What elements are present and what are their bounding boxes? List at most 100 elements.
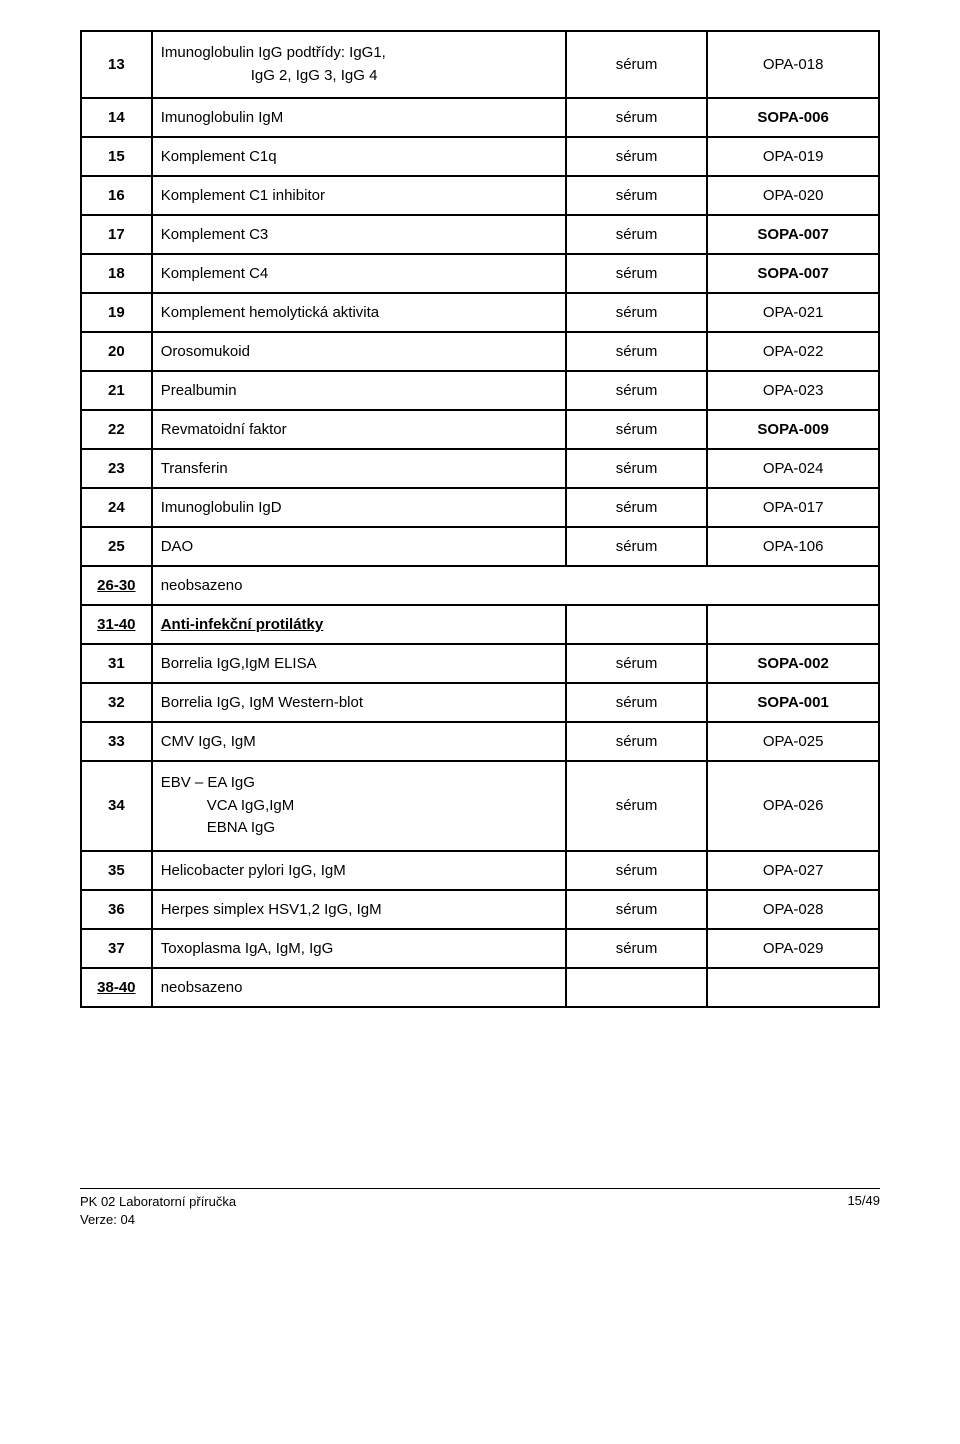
row-number: 32 [108, 694, 125, 711]
row-name-cell: Imunoglobulin IgD [152, 488, 566, 527]
row-sample-cell: sérum [566, 98, 707, 137]
row-name-cell: Komplement C3 [152, 215, 566, 254]
row-code: OPA-018 [763, 56, 824, 73]
row-name: Anti-infekční protilátky [161, 616, 324, 633]
row-code: SOPA-006 [757, 109, 828, 126]
row-name-cell: Komplement C1 inhibitor [152, 176, 566, 215]
row-number-cell: 17 [81, 215, 152, 254]
table-row: 25DAOsérumOPA-106 [81, 527, 879, 566]
row-name: Imunoglobulin IgD [161, 499, 282, 516]
table-row: 14 Imunoglobulin IgM sérum SOPA-006 [81, 98, 879, 137]
row-number: 21 [108, 382, 125, 399]
table-row: 32Borrelia IgG, IgM Western-blotsérumSOP… [81, 683, 879, 722]
row-number-cell: 25 [81, 527, 152, 566]
footer-page-number: 15/49 [847, 1193, 880, 1229]
row-code: OPA-020 [763, 187, 824, 204]
row-sample-cell: sérum [566, 929, 707, 968]
table-row: 21PrealbuminsérumOPA-023 [81, 371, 879, 410]
row-number-cell: 35 [81, 851, 152, 890]
row-number: 14 [108, 109, 125, 126]
row-code-cell [707, 605, 879, 644]
table-row: 13Imunoglobulin IgG podtřídy: IgG1,IgG 2… [81, 31, 879, 98]
row-number-cell: 37 [81, 929, 152, 968]
row-code: OPA-021 [763, 304, 824, 321]
row-number-cell: 16 [81, 176, 152, 215]
row-name-cell: Herpes simplex HSV1,2 IgG, IgM [152, 890, 566, 929]
row-code: OPA-023 [763, 382, 824, 399]
footer-left: PK 02 Laboratorní příručka Verze: 04 [80, 1193, 236, 1229]
row-name-cell: neobsazeno [152, 566, 879, 605]
row-sample-cell: sérum [566, 293, 707, 332]
row-code: OPA-024 [763, 460, 824, 477]
row-code-cell: OPA-018 [707, 31, 879, 98]
row-code: OPA-027 [763, 862, 824, 879]
row-sample-cell: sérum [566, 761, 707, 851]
row-code: OPA-019 [763, 148, 824, 165]
row-number: 15 [108, 148, 125, 165]
row-code: OPA-106 [763, 538, 824, 555]
row-sample-cell: sérum [566, 371, 707, 410]
row-number: 24 [108, 499, 125, 516]
row-sample-cell [566, 968, 707, 1007]
table-row: 17Komplement C3sérumSOPA-007 [81, 215, 879, 254]
row-number: 31 [108, 655, 125, 672]
row-name-cell: Helicobacter pylori IgG, IgM [152, 851, 566, 890]
table-row: 31Borrelia IgG,IgM ELISAsérumSOPA-002 [81, 644, 879, 683]
row-code-cell: OPA-024 [707, 449, 879, 488]
row-sample-cell: sérum [566, 137, 707, 176]
row-number: 22 [108, 421, 125, 438]
table-row: 16Komplement C1 inhibitorsérumOPA-020 [81, 176, 879, 215]
row-number-cell: 20 [81, 332, 152, 371]
row-name: Orosomukoid [161, 343, 250, 360]
row-number: 13 [108, 56, 125, 73]
row-number-cell: 14 [81, 98, 152, 137]
row-code-cell [707, 968, 879, 1007]
row-name-cell: Imunoglobulin IgM [152, 98, 566, 137]
row-code-cell: OPA-022 [707, 332, 879, 371]
row-number: 18 [108, 265, 125, 282]
row-number-cell: 36 [81, 890, 152, 929]
row-code-cell: OPA-017 [707, 488, 879, 527]
row-name: Imunoglobulin IgM [161, 109, 284, 126]
row-name-cell: Borrelia IgG,IgM ELISA [152, 644, 566, 683]
table-row: 33CMV IgG, IgMsérumOPA-025 [81, 722, 879, 761]
row-name: Herpes simplex HSV1,2 IgG, IgM [161, 901, 382, 918]
row-sample-cell: sérum [566, 488, 707, 527]
row-number-cell: 38-40 [81, 968, 152, 1007]
row-number-cell: 15 [81, 137, 152, 176]
row-number: 17 [108, 226, 125, 243]
row-code-cell: OPA-023 [707, 371, 879, 410]
row-number-cell: 26-30 [81, 566, 152, 605]
row-name: neobsazeno [161, 979, 243, 996]
row-number: 23 [108, 460, 125, 477]
row-name-cell: Komplement C4 [152, 254, 566, 293]
row-number-cell: 13 [81, 31, 152, 98]
row-number: 33 [108, 733, 125, 750]
row-number-cell: 24 [81, 488, 152, 527]
row-name: Komplement C1q [161, 148, 277, 165]
row-number: 38-40 [97, 979, 135, 996]
row-number-cell: 18 [81, 254, 152, 293]
row-name-cell: Borrelia IgG, IgM Western-blot [152, 683, 566, 722]
row-sample-cell: sérum [566, 410, 707, 449]
row-code: OPA-017 [763, 499, 824, 516]
row-code-cell: OPA-019 [707, 137, 879, 176]
table-row: 23TransferinsérumOPA-024 [81, 449, 879, 488]
row-code: SOPA-002 [757, 655, 828, 672]
data-table: 13Imunoglobulin IgG podtřídy: IgG1,IgG 2… [80, 30, 880, 1008]
row-name: CMV IgG, IgM [161, 733, 256, 750]
row-number: 25 [108, 538, 125, 555]
row-sample-cell: sérum [566, 722, 707, 761]
row-sample-cell [566, 605, 707, 644]
row-sample-cell: sérum [566, 890, 707, 929]
table-row: 15 Komplement C1q sérum OPA-019 [81, 137, 879, 176]
footer-doc-title: PK 02 Laboratorní příručka [80, 1193, 236, 1211]
row-name: neobsazeno [161, 577, 243, 594]
row-code-cell: OPA-028 [707, 890, 879, 929]
row-code: OPA-028 [763, 901, 824, 918]
row-sample-cell: sérum [566, 449, 707, 488]
row-number: 35 [108, 862, 125, 879]
row-number: 34 [108, 797, 125, 814]
row-code: SOPA-007 [757, 265, 828, 282]
row-name-cell: CMV IgG, IgM [152, 722, 566, 761]
